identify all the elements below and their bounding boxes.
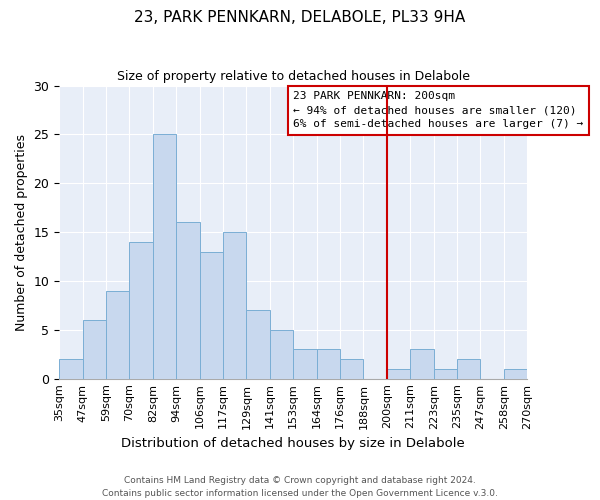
- Bar: [176, 222, 200, 378]
- X-axis label: Distribution of detached houses by size in Delabole: Distribution of detached houses by size …: [121, 437, 465, 450]
- Bar: [457, 359, 481, 378]
- Bar: [434, 369, 457, 378]
- Bar: [293, 350, 317, 378]
- Bar: [130, 242, 153, 378]
- Bar: [200, 252, 223, 378]
- Text: 23 PARK PENNKARN: 200sqm
← 94% of detached houses are smaller (120)
6% of semi-d: 23 PARK PENNKARN: 200sqm ← 94% of detach…: [293, 92, 583, 130]
- Bar: [83, 320, 106, 378]
- Bar: [59, 359, 83, 378]
- Text: 23, PARK PENNKARN, DELABOLE, PL33 9HA: 23, PARK PENNKARN, DELABOLE, PL33 9HA: [134, 10, 466, 25]
- Bar: [153, 134, 176, 378]
- Title: Size of property relative to detached houses in Delabole: Size of property relative to detached ho…: [117, 70, 470, 83]
- Bar: [340, 359, 364, 378]
- Text: Contains HM Land Registry data © Crown copyright and database right 2024.
Contai: Contains HM Land Registry data © Crown c…: [102, 476, 498, 498]
- Bar: [223, 232, 247, 378]
- Bar: [247, 310, 270, 378]
- Bar: [317, 350, 340, 378]
- Y-axis label: Number of detached properties: Number of detached properties: [15, 134, 28, 330]
- Bar: [270, 330, 293, 378]
- Bar: [106, 290, 130, 378]
- Bar: [387, 369, 410, 378]
- Bar: [410, 350, 434, 378]
- Bar: [504, 369, 527, 378]
